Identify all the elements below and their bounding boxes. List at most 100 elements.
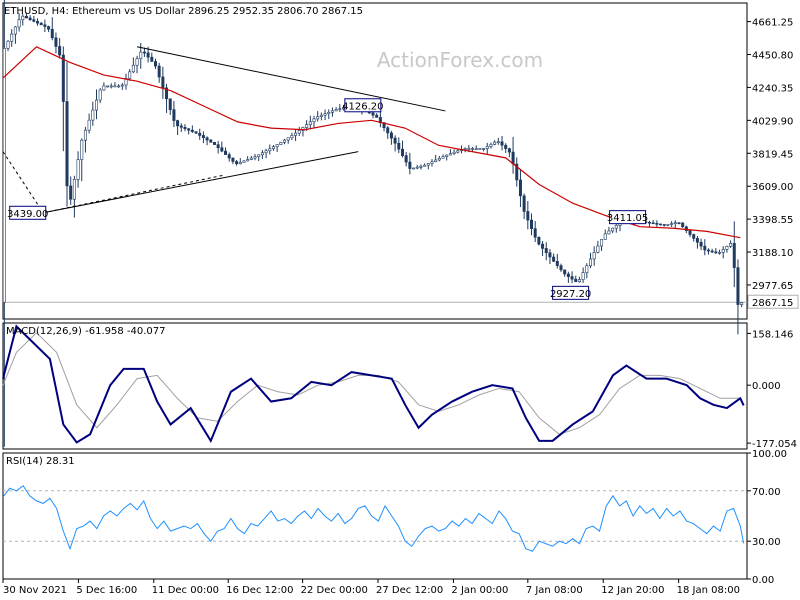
candle-body — [283, 139, 287, 143]
annotation-label: 2927.20 — [550, 289, 591, 300]
watermark: ActionForex.com — [377, 48, 543, 72]
candle-body — [555, 261, 559, 266]
candle-body — [21, 15, 25, 21]
candle-body — [478, 148, 482, 150]
candle-body — [47, 26, 51, 30]
candle-body — [699, 241, 703, 247]
candle-body — [330, 110, 334, 113]
candle-body — [153, 61, 157, 67]
candle-body — [201, 135, 205, 139]
candle-body — [220, 147, 224, 152]
x-tick-label: 16 Dec 12:00 — [226, 585, 293, 596]
x-tick-label: 2 Jan 00:00 — [451, 585, 508, 596]
candle-body — [423, 164, 427, 167]
candle-body — [404, 155, 408, 163]
candle-body — [736, 267, 740, 305]
candle-body — [456, 150, 460, 153]
candle-body — [113, 85, 117, 88]
candle-body — [98, 89, 102, 101]
candle-body — [6, 40, 10, 49]
rsi-y-tick-label: 70.00 — [752, 487, 781, 498]
candlesticks — [2, 0, 744, 447]
candle-body — [24, 15, 28, 19]
x-tick-label: 7 Jan 08:00 — [526, 585, 583, 596]
candle-body — [238, 162, 242, 165]
candle-body — [581, 272, 585, 280]
candle-body — [537, 236, 541, 245]
candle-body — [275, 144, 279, 148]
candle-body — [271, 146, 275, 150]
panel-frame-2 — [2, 322, 748, 450]
candle-body — [297, 130, 301, 134]
candle-body — [448, 153, 452, 156]
price-y-tick-label: 2977.65 — [752, 281, 793, 292]
annotation-box — [9, 205, 47, 220]
candle-body — [10, 33, 14, 42]
candle-body — [161, 76, 165, 89]
candle-body — [445, 154, 449, 157]
candle-body — [246, 159, 250, 162]
candle-body — [375, 114, 379, 118]
candle-body — [142, 51, 146, 54]
candle-body — [205, 137, 209, 141]
candle-body — [334, 109, 338, 112]
candle-body — [695, 238, 699, 243]
candle-body — [13, 26, 17, 35]
annotation-box — [609, 210, 647, 225]
candle-body — [485, 146, 489, 149]
candle-body — [235, 161, 239, 165]
candle-body — [179, 125, 183, 128]
candle-body — [489, 143, 493, 147]
candle-body — [703, 245, 707, 251]
candle-body — [260, 152, 264, 156]
candle-body — [131, 64, 135, 73]
rsi-label: RSI(14) 28.31 — [6, 456, 75, 467]
annotation-box — [344, 98, 382, 113]
candle-body — [120, 84, 124, 87]
candle-body — [124, 78, 128, 86]
current-price-label: 2867.15 — [752, 298, 793, 309]
candle-body — [596, 245, 600, 253]
candle-body — [72, 179, 76, 200]
macd-y-tick-label: 158.146 — [752, 329, 793, 340]
candle-body — [176, 120, 180, 127]
candle-body — [109, 85, 113, 88]
candle-body — [559, 265, 563, 271]
candle-body — [50, 28, 54, 39]
candle-body — [463, 148, 467, 150]
candle-body — [452, 151, 456, 154]
candle-body — [194, 131, 198, 134]
candle-body — [415, 166, 419, 169]
macd-y-tick-label: 0.000 — [752, 381, 781, 392]
candle-body — [2, 48, 6, 303]
candle-body — [729, 243, 733, 247]
candle-body — [592, 252, 596, 260]
price-y-tick-label: 3819.45 — [752, 149, 793, 160]
candle-body — [552, 256, 556, 262]
candle-body — [102, 85, 106, 91]
candle-body — [36, 21, 40, 24]
candle-body — [87, 119, 91, 131]
candle-body — [725, 246, 729, 250]
candle-body — [588, 258, 592, 267]
candle-body — [106, 85, 110, 88]
candle-body — [548, 252, 552, 258]
candle-body — [216, 144, 220, 149]
candle-body — [577, 279, 581, 283]
candle-body — [659, 223, 663, 226]
candle-body — [397, 142, 401, 150]
candle-body — [430, 161, 434, 164]
candle-body — [301, 127, 305, 131]
candle-body — [165, 87, 169, 100]
candle-body — [249, 157, 253, 160]
candle-body — [732, 243, 736, 268]
candle-body — [32, 19, 36, 22]
candle-body — [212, 142, 216, 145]
candle-body — [43, 24, 47, 27]
candle-body — [493, 141, 497, 145]
x-tick-label: 11 Dec 00:00 — [152, 585, 219, 596]
macd-y-tick-label: -177.054 — [752, 439, 797, 450]
candle-body — [412, 167, 416, 170]
candle-body — [389, 132, 393, 139]
candle-body — [570, 276, 574, 280]
